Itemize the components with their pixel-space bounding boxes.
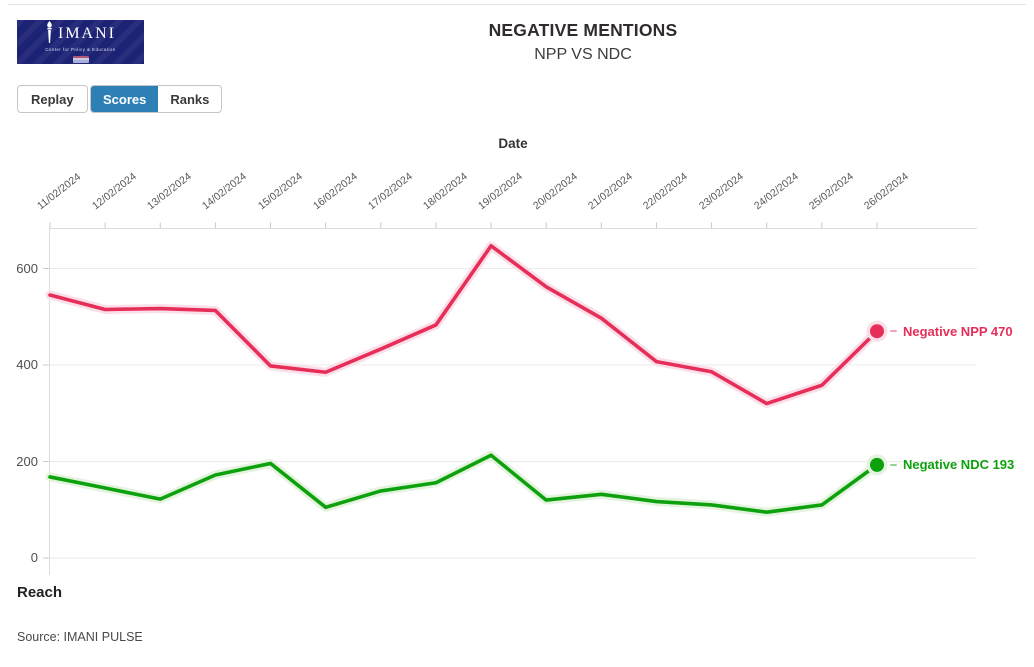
tab-scores[interactable]: Scores (91, 86, 159, 112)
legend-dash (890, 463, 897, 466)
date-label: 26/02/2024 (861, 170, 911, 213)
date-label: 16/02/2024 (310, 170, 360, 213)
series-end-halo-negative-npp (866, 320, 888, 342)
logo-emblem (72, 55, 89, 63)
imani-logo: IMANI Center for Policy & Education (17, 20, 144, 64)
date-label: 17/02/2024 (365, 170, 415, 213)
legend-label: Negative NDC 193 (903, 457, 1015, 473)
date-label: 25/02/2024 (806, 170, 856, 213)
y-axis-title: Reach (17, 584, 63, 601)
logo-wordmark: IMANI (58, 25, 116, 43)
date-label: 19/02/2024 (476, 170, 525, 213)
series-halo-negative-ndc (45, 450, 882, 517)
series-end-dot-negative-ndc (870, 457, 884, 472)
tab-ranks[interactable]: Ranks (170, 91, 210, 107)
series-line-negative-ndc (48, 453, 879, 514)
y-tick-label: 600 (16, 260, 38, 276)
date-label: 24/02/2024 (751, 170, 801, 213)
x-axis-title: Date (498, 136, 528, 151)
series-end-dot-negative-npp (870, 324, 884, 339)
date-label: 21/02/2024 (586, 170, 636, 213)
date-label: 11/02/2024 (34, 170, 84, 213)
date-label: 18/02/2024 (420, 170, 470, 213)
top-border-line (8, 4, 1026, 5)
date-label: 20/02/2024 (531, 170, 580, 213)
replay-button[interactable]: Replay (17, 85, 88, 113)
legend-label: Negative NPP 470 (903, 323, 1013, 339)
scores-ranks-toggle: Scores Ranks (90, 85, 223, 113)
date-label: 12/02/2024 (90, 170, 139, 213)
date-label: 14/02/2024 (200, 170, 250, 213)
series-line-negative-npp (48, 244, 879, 406)
y-tick-label: 200 (16, 453, 38, 469)
legend-negative-ndc: Negative NDC 193 (890, 456, 1014, 474)
logo-tagline: Center for Policy & Education (45, 47, 116, 53)
page-title: NEGATIVE MENTIONS (488, 20, 678, 40)
date-label: 23/02/2024 (696, 170, 746, 213)
page-subtitle: NPP VS NDC (534, 46, 632, 63)
series-halo-negative-npp (45, 241, 882, 409)
date-label: 22/02/2024 (641, 170, 691, 213)
source-text: Source: IMANI PULSE (17, 630, 143, 644)
y-tick-label: 0 (30, 550, 38, 565)
legend-negative-npp: Negative NPP 470 (890, 322, 1013, 340)
date-label: 15/02/2024 (255, 170, 305, 213)
series-end-halo-negative-ndc (866, 454, 888, 476)
legend-dash (890, 330, 897, 333)
y-tick-label: 400 (16, 357, 38, 372)
date-label: 13/02/2024 (145, 170, 195, 213)
torch-icon (45, 21, 54, 47)
